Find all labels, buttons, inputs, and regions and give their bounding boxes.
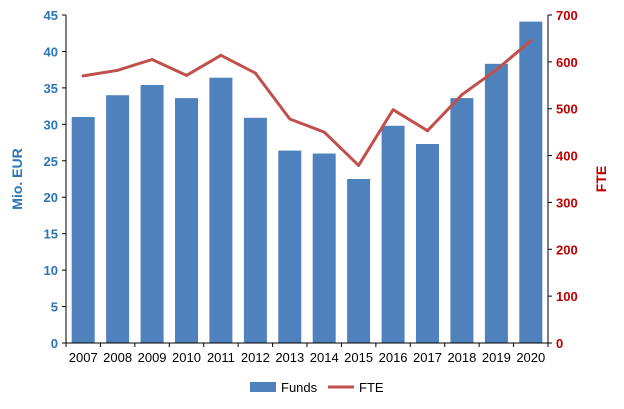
left-tick-label: 35 [44, 81, 58, 96]
point-fte-2018 [460, 93, 464, 97]
left-tick-label: 20 [44, 190, 58, 205]
bar-funds-2017 [416, 144, 439, 343]
left-tick-label: 10 [44, 263, 58, 278]
x-tick-label: 2011 [207, 350, 235, 365]
left-tick-label: 15 [44, 227, 58, 242]
y-axis-title: Mio. EUR [9, 148, 25, 209]
bar-funds-2018 [450, 98, 474, 343]
x-tick-label: 2012 [241, 350, 270, 365]
right-tick-label: 600 [556, 55, 578, 70]
y2-axis-title: FTE [593, 166, 609, 192]
right-tick-label: 300 [556, 195, 578, 210]
bar-funds-2015 [347, 179, 371, 343]
point-fte-2012 [253, 71, 257, 75]
left-tick-label: 25 [44, 154, 58, 169]
bar-funds-2013 [278, 150, 302, 343]
bar-funds-2010 [175, 98, 198, 343]
bar-funds-2014 [312, 153, 336, 343]
point-fte-2008 [116, 68, 120, 72]
bar-funds-2007 [71, 117, 95, 343]
x-tick-label: 2020 [516, 350, 545, 365]
point-fte-2015 [357, 163, 361, 167]
bar-funds-2011 [209, 77, 233, 343]
line-fte [81, 39, 533, 167]
bar-funds-2020 [519, 21, 543, 343]
right-tick-label: 700 [556, 8, 578, 23]
bar-funds-2008 [106, 95, 130, 343]
legend-label-fte: FTE [359, 380, 384, 395]
right-tick-label: 100 [556, 289, 578, 304]
x-tick-label: 2007 [69, 350, 98, 365]
right-tick-label: 200 [556, 242, 578, 257]
x-tick-label: 2010 [172, 350, 201, 365]
legend-swatch-funds [250, 382, 276, 392]
bar-funds-2019 [484, 63, 508, 344]
legend-label-funds: Funds [281, 380, 318, 395]
bar-funds-2009 [140, 85, 164, 343]
point-fte-2007 [81, 74, 85, 78]
x-tick-label: 2014 [310, 350, 339, 365]
point-fte-2009 [150, 58, 154, 61]
x-tick-layer: 2007 2008 2009 2010 2011 2012 2013 2014 2015 2016… [65, 343, 549, 365]
bar-layer [71, 21, 543, 344]
left-tick-label: 5 [51, 300, 58, 315]
left-tick-label: 40 [44, 44, 58, 59]
point-fte-2011 [219, 53, 223, 57]
right-tick-label: 400 [556, 149, 578, 164]
legend: Funds FTE [250, 380, 384, 395]
x-tick-label: 2008 [103, 350, 132, 365]
point-fte-2017 [426, 129, 429, 133]
x-tick-label: 2009 [138, 350, 167, 365]
point-fte-2016 [391, 108, 395, 112]
left-tick-layer: 0 5 10 15 20 25 30 35 40 45 [44, 8, 66, 351]
point-fte-2010 [185, 73, 188, 77]
x-tick-label: 2019 [482, 350, 511, 365]
x-tick-label: 2013 [275, 350, 304, 365]
point-fte-2019 [494, 68, 498, 72]
x-tick-label: 2018 [447, 350, 476, 365]
point-fte-2020 [529, 39, 533, 43]
bar-funds-2016 [381, 125, 405, 343]
left-tick-label: 0 [51, 336, 58, 351]
x-tick-label: 2015 [344, 350, 373, 365]
point-fte-2014 [322, 130, 326, 134]
left-tick-label: 45 [44, 8, 58, 23]
point-fte-2013 [288, 117, 292, 121]
left-tick-label: 30 [44, 117, 58, 132]
right-tick-label: 500 [556, 102, 578, 117]
line-layer [81, 39, 533, 167]
right-tick-label: 0 [556, 336, 563, 351]
x-tick-label: 2017 [413, 350, 442, 365]
bar-funds-2012 [243, 117, 267, 343]
x-tick-label: 2016 [379, 350, 408, 365]
right-tick-layer: 0 100 200 300 400 500 600 700 [548, 8, 578, 351]
